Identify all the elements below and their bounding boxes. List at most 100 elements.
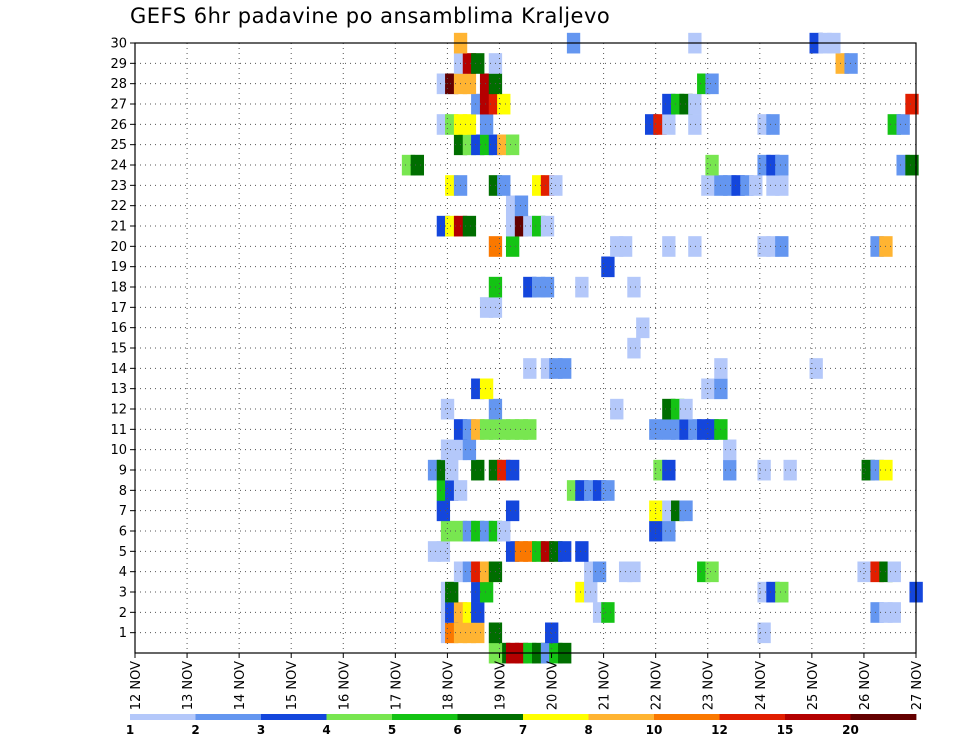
heatmap-cell [662,520,676,542]
x-tick-label: 21 NOV [598,661,613,710]
color-legend: 1 2 3 4 5 6 7 8 10 12 15 20 [126,714,917,737]
heatmap-cell [479,378,494,400]
heatmap-cell [766,114,780,135]
heatmap-cell [705,73,719,95]
heatmap-cell [701,175,715,196]
heatmap-cells [401,32,923,664]
legend-label: 7 [519,723,527,737]
y-tick-label: 16 [110,321,127,336]
x-tick-label: 14 NOV [233,661,248,710]
heatmap-cell [887,561,901,583]
y-tick-label: 1 [119,626,127,641]
y-tick-label: 17 [110,301,127,316]
heatmap-cell [775,154,789,176]
legend-label: 2 [191,723,199,737]
heatmap-cell [723,459,737,481]
y-tick-label: 3 [119,586,127,601]
legend-label: 5 [388,723,396,737]
heatmap-cell [445,581,459,603]
heatmap-cell [896,114,910,135]
legend-label: 15 [777,723,794,737]
y-axis: 1234567891011121314151617181920212223242… [110,37,135,641]
legend-swatch [130,714,196,720]
y-tick-label: 9 [119,464,127,479]
heatmap-cell [471,53,485,74]
heatmap-cell [601,602,615,623]
heatmap-cell [523,419,537,440]
heatmap-cell [679,398,693,420]
heatmap-cell [497,175,511,196]
legend-label: 4 [322,723,330,737]
x-tick-label: 18 NOV [441,661,456,710]
y-tick-label: 12 [110,403,127,418]
heatmap-cell [757,622,771,644]
heatmap-cell [705,154,719,176]
heatmap-cell [523,358,537,379]
y-tick-label: 6 [119,525,127,540]
y-tick-label: 27 [110,98,127,113]
heatmap-cell [627,276,641,298]
heatmap-cell [471,622,485,644]
heatmap-cell [905,93,919,115]
legend-swatch [523,714,589,720]
x-tick-label: 26 NOV [858,661,873,710]
heatmap-cell [627,337,641,359]
y-tick-label: 26 [110,118,127,133]
heatmap-cell [844,53,858,74]
y-tick-label: 13 [110,382,127,397]
y-tick-label: 20 [110,240,127,255]
heatmap-cell [723,439,737,461]
y-tick-label: 29 [110,57,127,72]
legend-swatch [392,714,458,720]
x-tick-label: 15 NOV [285,661,300,710]
heatmap-cell [558,358,572,379]
x-axis: 12 NOV 13 NOV 14 NOV 15 NOV 16 NOV 17 NOV 18 N… [129,653,925,710]
x-tick-label: 16 NOV [337,661,352,710]
heatmap-cell [601,480,615,501]
x-tick-label: 22 NOV [650,661,665,710]
heatmap-cell [545,622,559,644]
legend-label: 1 [126,723,134,737]
heatmap-cell [705,561,719,583]
y-tick-label: 25 [110,138,127,153]
heatmap-cell [462,114,477,135]
heatmap-cell [627,561,641,583]
legend-label: 12 [711,723,728,737]
chart-title: GEFS 6hr padavine po ansamblima Kraljevo [130,4,611,28]
x-tick-label: 24 NOV [754,661,769,710]
heatmap-cell [636,317,650,339]
heatmap-cell [479,114,494,135]
heatmap-cell [497,93,511,115]
x-tick-label: 23 NOV [702,661,717,710]
heatmap-cell [662,236,676,257]
legend-swatch [457,714,524,720]
heatmap-cell [440,439,455,461]
heatmap-cell [462,439,477,461]
heatmap-cell [688,236,702,257]
legend-label: 6 [453,723,461,737]
legend-label: 10 [646,723,663,737]
heatmap-cell [540,215,555,237]
heatmap-cell [505,236,520,257]
heatmap-cell [505,459,520,481]
heatmap-cell [775,236,789,257]
y-tick-label: 18 [110,281,127,296]
y-tick-label: 30 [110,37,127,52]
heatmap-cell [497,520,511,542]
y-tick-label: 4 [119,565,127,580]
heatmap-cell [505,134,520,156]
x-tick-label: 17 NOV [389,661,404,710]
heatmap-cell [471,459,485,481]
y-tick-label: 24 [110,159,127,174]
heatmap-cell [662,459,676,481]
heatmap-cell [471,602,485,623]
heatmap-cell [505,500,520,522]
x-tick-label: 12 NOV [129,661,144,710]
heatmap-cell [610,398,624,420]
heatmap-cell [436,500,451,522]
heatmap-cell [575,276,589,298]
heatmap-cell [436,541,451,562]
legend-swatch [785,714,851,720]
heatmap-cell [775,581,789,603]
heatmap-cell [757,459,771,481]
